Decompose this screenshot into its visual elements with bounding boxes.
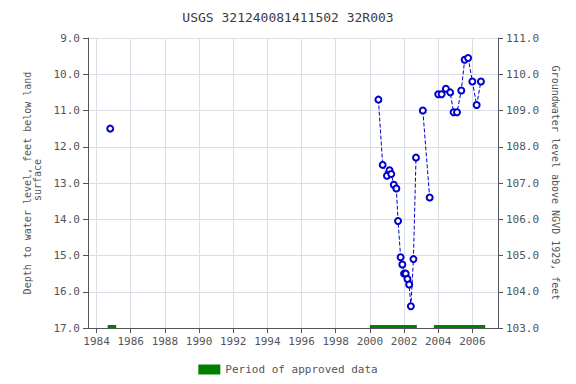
svg-text:Period of approved data: Period of approved data	[225, 363, 377, 376]
svg-text:1996: 1996	[288, 335, 315, 348]
svg-text:106.0: 106.0	[506, 213, 539, 226]
svg-text:2004: 2004	[425, 335, 452, 348]
svg-text:1986: 1986	[117, 335, 144, 348]
svg-text:10.0: 10.0	[54, 68, 81, 81]
svg-text:105.0: 105.0	[506, 249, 539, 262]
svg-text:11.0: 11.0	[54, 104, 81, 117]
svg-text:9.0: 9.0	[60, 32, 80, 45]
svg-text:103.0: 103.0	[506, 322, 539, 335]
svg-text:1984: 1984	[83, 335, 110, 348]
svg-text:109.0: 109.0	[506, 104, 539, 117]
svg-text:104.0: 104.0	[506, 285, 539, 298]
svg-text:14.0: 14.0	[54, 213, 81, 226]
svg-text:108.0: 108.0	[506, 140, 539, 153]
svg-text:16.0: 16.0	[54, 285, 81, 298]
svg-text:15.0: 15.0	[54, 249, 81, 262]
svg-text:Depth to water level, feet bel: Depth to water level, feet below land	[22, 71, 34, 295]
svg-text:107.0: 107.0	[506, 177, 539, 190]
svg-text:2000: 2000	[357, 335, 384, 348]
svg-text:2006: 2006	[459, 335, 486, 348]
svg-text:USGS 321240081411502 32R003: USGS 321240081411502 32R003	[182, 10, 393, 25]
svg-text:110.0: 110.0	[506, 68, 539, 81]
svg-text:1994: 1994	[254, 335, 281, 348]
svg-text:surface: surface	[32, 159, 43, 207]
svg-text:13.0: 13.0	[54, 177, 81, 190]
svg-text:12.0: 12.0	[54, 140, 81, 153]
svg-text:111.0: 111.0	[506, 32, 539, 45]
svg-text:2002: 2002	[391, 335, 418, 348]
svg-text:17.0: 17.0	[54, 322, 81, 335]
svg-text:1988: 1988	[152, 335, 179, 348]
svg-text:Groundwater level above NGVD 1: Groundwater level above NGVD 1929, feet	[550, 66, 561, 301]
svg-text:1990: 1990	[186, 335, 213, 348]
svg-text:1998: 1998	[322, 335, 349, 348]
svg-text:1992: 1992	[220, 335, 247, 348]
